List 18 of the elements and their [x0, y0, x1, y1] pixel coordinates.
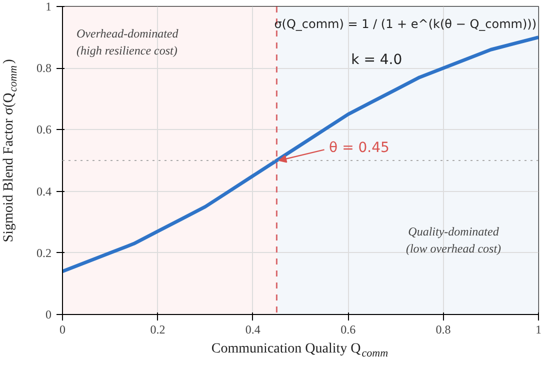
- y-tick-label: 0.2: [36, 246, 52, 260]
- band-label: Quality-dominated (low overhead cost): [406, 224, 502, 256]
- band-label: Overhead-dominated (high resilience cost): [76, 26, 180, 58]
- x-tick-label: 0.2: [150, 322, 166, 336]
- y-tick-label: 0: [46, 308, 52, 322]
- x-tick-label: 1: [536, 322, 542, 336]
- x-tick-label: 0: [60, 322, 66, 336]
- annotation: θ = 0.45: [329, 140, 390, 156]
- y-axis-title: Sigmoid Blend Factor σ(Qcomm): [2, 58, 20, 242]
- x-tick-label: 0.6: [340, 322, 356, 336]
- y-tick-label: 0.4: [36, 184, 52, 198]
- y-tick-label: 1: [46, 0, 52, 14]
- annotation: σ(Q_comm) = 1 / (1 + e^(k(θ − Q_comm))): [274, 17, 537, 32]
- x-tick-label: 0.8: [436, 322, 451, 336]
- y-tick-label: 0.6: [36, 122, 52, 137]
- y-tick-label: 0.8: [36, 61, 52, 76]
- annotation: k = 4.0: [351, 52, 402, 68]
- x-tick-label: 0.4: [245, 322, 260, 336]
